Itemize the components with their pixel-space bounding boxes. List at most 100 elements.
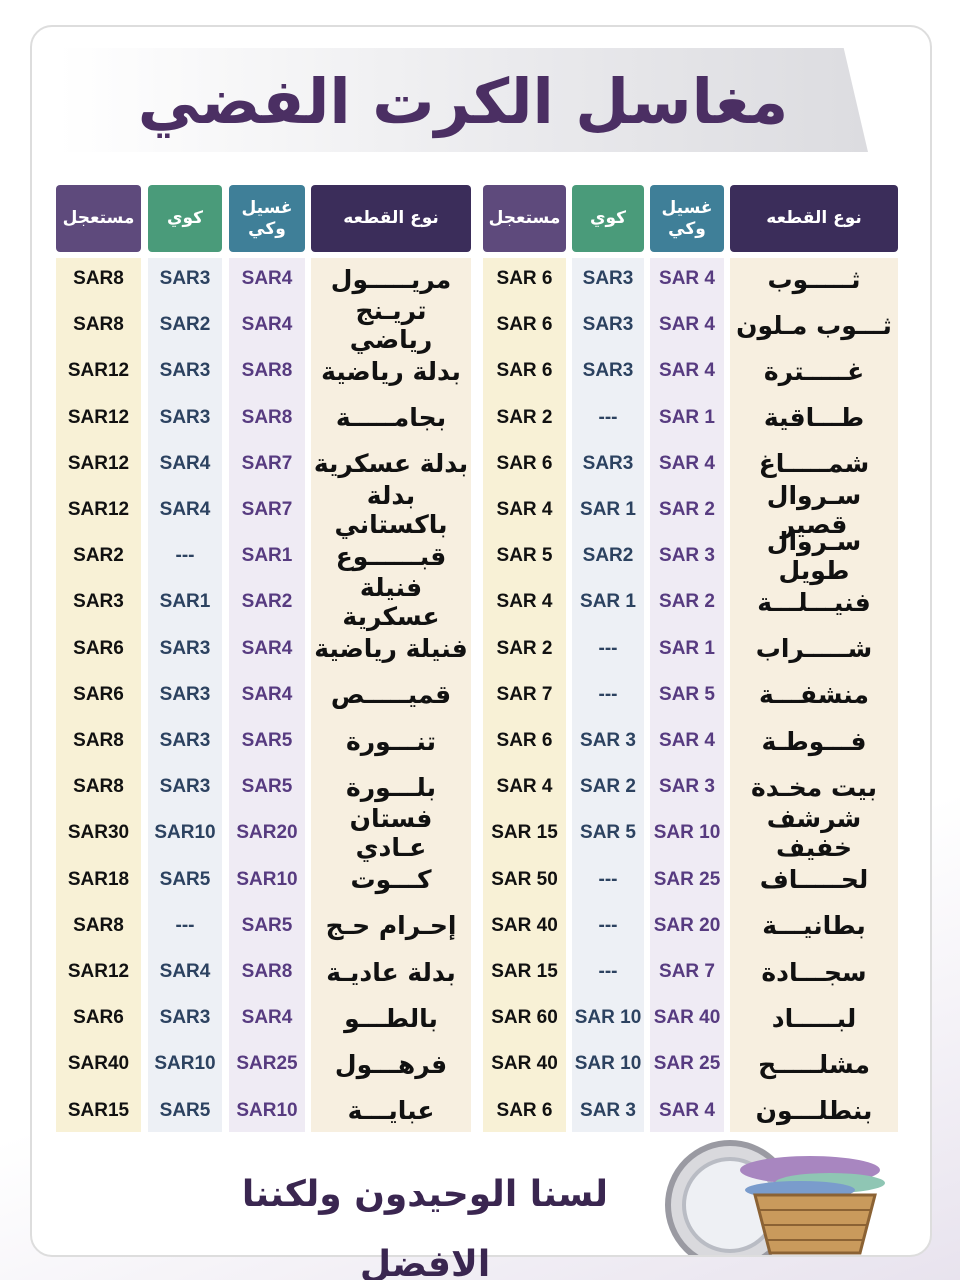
item-name: تريـنج رياضي (349, 296, 433, 355)
price: SAR8 (73, 730, 124, 752)
price: SAR 50 (491, 868, 558, 890)
price: SAR 4 (659, 360, 715, 382)
price: SAR8 (73, 268, 124, 290)
price: SAR 5 (580, 822, 636, 844)
price: SAR12 (67, 360, 130, 382)
price: SAR8 (241, 360, 293, 382)
item-name: بنطلـــون (755, 1096, 873, 1126)
price: SAR3 (159, 406, 211, 428)
price: SAR3 (159, 360, 211, 382)
price: SAR 4 (496, 499, 553, 521)
item-name: ثـــوب مـلون (736, 310, 892, 340)
price: SAR12 (67, 452, 130, 474)
price: SAR2 (73, 545, 124, 567)
item-name: قبــــــوع (335, 541, 447, 571)
item-name: طـــاقية (763, 403, 865, 433)
price: SAR5 (241, 730, 293, 752)
price: SAR 3 (659, 545, 715, 567)
price: SAR 40 (491, 1053, 558, 1075)
price: SAR 6 (496, 730, 553, 752)
column-background (483, 258, 566, 1132)
price: SAR 5 (659, 683, 715, 705)
price: SAR3 (582, 268, 634, 290)
item-name: إحـرام حـج (325, 911, 457, 941)
column-background (311, 258, 471, 1132)
price: SAR3 (159, 776, 211, 798)
price: SAR8 (73, 314, 124, 336)
price: SAR 7 (659, 961, 715, 983)
price: SAR10 (236, 1099, 298, 1121)
column-header: مستعجل (56, 185, 141, 252)
column-header: نوع القطعه (730, 185, 898, 252)
price: SAR12 (67, 499, 130, 521)
price: --- (175, 545, 195, 567)
item-name: شمـــــاغ (758, 449, 870, 479)
price: --- (598, 637, 618, 659)
price: SAR7 (241, 452, 293, 474)
column-header: نوع القطعه (311, 185, 471, 252)
price: SAR15 (67, 1099, 130, 1121)
price: SAR8 (241, 406, 293, 428)
price: SAR10 (154, 1053, 216, 1075)
item-name: سجـــادة (761, 957, 867, 987)
price: SAR 1 (659, 406, 715, 428)
title: مغاسل الكرت الفضي (137, 65, 789, 138)
price: SAR12 (67, 961, 130, 983)
item-name: فنيـــلـــة (757, 587, 871, 617)
item-name: فستان عـادي (349, 804, 433, 863)
price: SAR4 (159, 452, 211, 474)
item-name: عبايـــة (347, 1096, 435, 1126)
item-name: بدلة عسكرية (313, 449, 469, 479)
column-background (730, 258, 898, 1132)
price: SAR6 (73, 637, 124, 659)
price: SAR 40 (491, 914, 558, 936)
item-name: منشفـــة (759, 680, 869, 710)
price: SAR 4 (496, 591, 553, 613)
price: SAR 6 (496, 1099, 553, 1121)
price: SAR4 (241, 683, 293, 705)
item-name: بدلة باكستاني (334, 481, 448, 540)
item-name: غـــــترة (763, 356, 865, 386)
item-name: فنيلة عسكرية (342, 573, 440, 632)
price: SAR3 (159, 637, 211, 659)
price: SAR 4 (496, 776, 553, 798)
column-background (572, 258, 644, 1132)
price: SAR 2 (496, 637, 553, 659)
item-name: فرهـــول (334, 1049, 448, 1079)
laundry-illustration (665, 1140, 885, 1255)
price: SAR10 (154, 822, 216, 844)
price: SAR6 (73, 683, 124, 705)
item-name: لحـــــاف (759, 865, 869, 895)
item-name: مريـــــول (330, 264, 452, 294)
item-name: بجامـــــة (335, 403, 447, 433)
price: SAR18 (67, 868, 130, 890)
price: SAR3 (582, 314, 634, 336)
column-background (148, 258, 222, 1132)
column-header: كوي (148, 185, 222, 252)
price: SAR3 (582, 360, 634, 382)
price: SAR 6 (496, 360, 553, 382)
price: SAR 4 (659, 1099, 715, 1121)
price: SAR3 (73, 591, 124, 613)
price: SAR3 (159, 683, 211, 705)
price: SAR 2 (580, 776, 636, 798)
item-name: فـــوطـة (761, 726, 867, 756)
price: SAR6 (73, 1007, 124, 1029)
price: --- (175, 914, 195, 936)
price: SAR 40 (653, 1007, 721, 1029)
price: SAR 1 (580, 591, 636, 613)
price: SAR 4 (659, 268, 715, 290)
price: SAR 10 (653, 822, 721, 844)
item-name: شـــــراب (755, 634, 873, 664)
price: SAR 2 (659, 499, 715, 521)
item-name: شرشف خفيف (766, 804, 862, 863)
price: --- (598, 914, 618, 936)
price: SAR 1 (659, 637, 715, 659)
price: SAR4 (241, 314, 293, 336)
price: --- (598, 406, 618, 428)
price: SAR 4 (659, 452, 715, 474)
item-name: ثـــــوب (767, 264, 861, 294)
price: SAR40 (67, 1053, 130, 1075)
price: SAR8 (73, 914, 124, 936)
title-banner (58, 48, 868, 152)
